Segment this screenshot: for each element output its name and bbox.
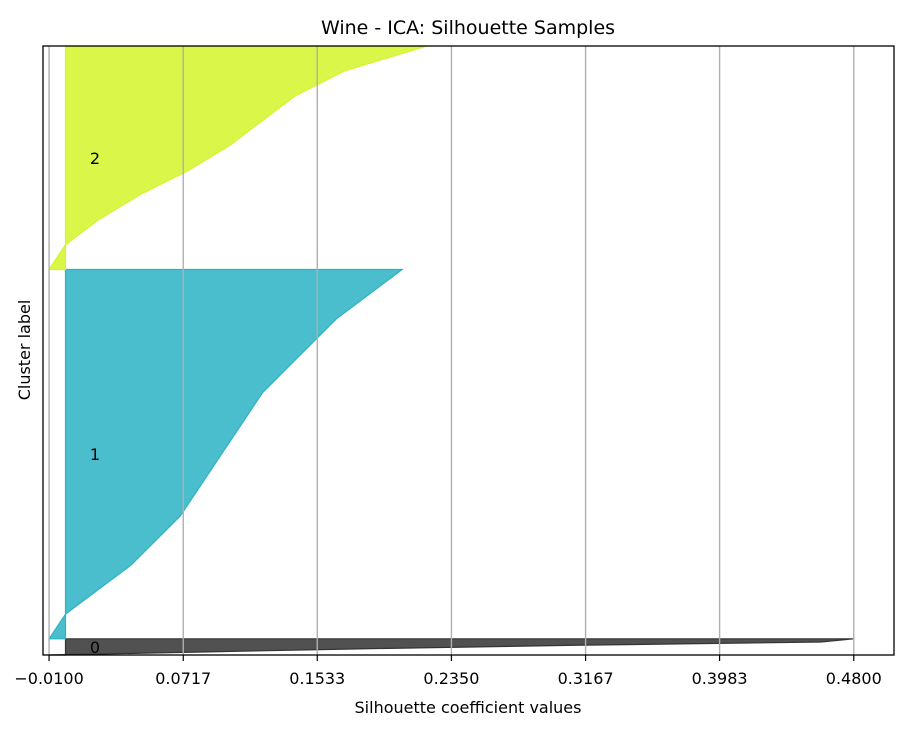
x-axis-label: Silhouette coefficient values: [355, 698, 582, 717]
cluster-2-silhouette: [47, 45, 427, 271]
grid-lines: [48, 46, 855, 655]
cluster-1-silhouette: [47, 268, 404, 640]
x-axis-ticks: −0.0100 0.0717 0.1533 0.2350 0.3167 0.3983 0.4…: [14, 655, 882, 688]
y-tick-label: 2: [90, 149, 100, 168]
x-tick-label: 0.2350: [423, 669, 479, 688]
x-tick-label: 0.3167: [558, 669, 614, 688]
x-tick-label: 0.4800: [826, 669, 882, 688]
x-tick-label: 0.3983: [692, 669, 748, 688]
y-tick-label: 1: [90, 445, 100, 464]
y-tick-label: 0: [90, 638, 100, 657]
x-tick-label: 0.1533: [289, 669, 345, 688]
x-tick-label: 0.0717: [155, 669, 211, 688]
chart-title: Wine - ICA: Silhouette Samples: [321, 17, 615, 39]
y-axis-label: Cluster label: [15, 300, 34, 401]
x-tick-label: −0.0100: [14, 669, 83, 688]
y-axis-ticks: 0 1 2: [90, 149, 100, 657]
plot-frame: [42, 45, 895, 656]
